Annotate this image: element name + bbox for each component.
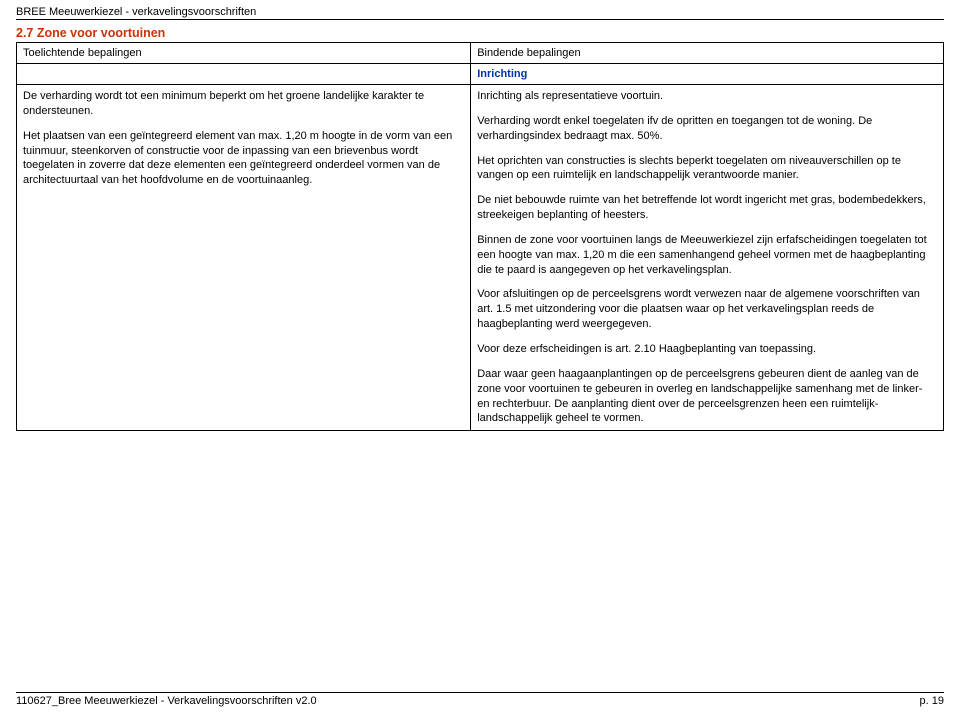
cell-right-body: Inrichting als representatieve voortuin.… — [471, 85, 944, 431]
section-title: 2.7 Zone voor voortuinen — [16, 26, 944, 40]
cell-left-body: De verharding wordt tot een minimum bepe… — [17, 85, 471, 431]
right-para-0: Inrichting als representatieve voortuin. — [477, 89, 937, 104]
cell-right-subhead: Inrichting — [471, 64, 944, 85]
right-para-3: De niet bebouwde ruimte van het betreffe… — [477, 193, 937, 223]
right-para-4: Binnen de zone voor voortuinen langs de … — [477, 233, 937, 278]
right-para-5: Voor afsluitingen op de perceelsgrens wo… — [477, 287, 937, 332]
right-para-7: Daar waar geen haagaanplantingen op de p… — [477, 367, 937, 426]
right-para-2: Het oprichten van constructies is slecht… — [477, 154, 937, 184]
left-para-0: De verharding wordt tot een minimum bepe… — [23, 89, 464, 119]
cell-left-empty — [17, 64, 471, 85]
footer-left: 110627_Bree Meeuwerkiezel - Verkavelings… — [16, 695, 317, 707]
col-head-left: Toelichtende bepalingen — [17, 43, 471, 64]
inrichting-label: Inrichting — [477, 68, 527, 80]
col-head-right: Bindende bepalingen — [471, 43, 944, 64]
footer-right: p. 19 — [920, 695, 944, 707]
left-para-1: Het plaatsen van een geïntegreerd elemen… — [23, 129, 464, 188]
page-footer: 110627_Bree Meeuwerkiezel - Verkavelings… — [16, 682, 944, 707]
right-para-1: Verharding wordt enkel toegelaten ifv de… — [477, 114, 937, 144]
page-header: BREE Meeuwerkiezel - verkavelingsvoorsch… — [16, 6, 944, 20]
right-para-6: Voor deze erfscheidingen is art. 2.10 Ha… — [477, 342, 937, 357]
regulation-table: Toelichtende bepalingen Bindende bepalin… — [16, 42, 944, 431]
doc-title: BREE Meeuwerkiezel - verkavelingsvoorsch… — [16, 6, 256, 18]
